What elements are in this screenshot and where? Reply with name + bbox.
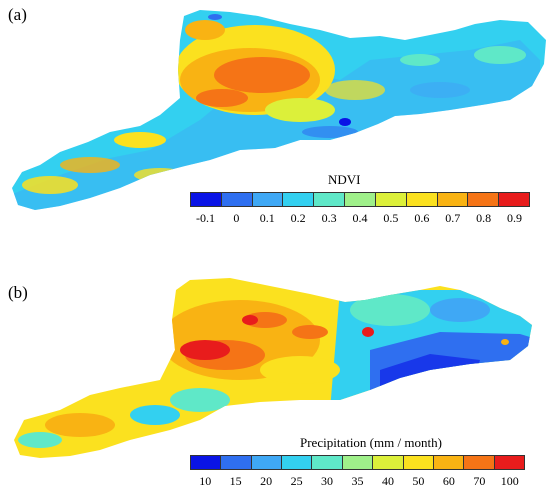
precipitation-swatch <box>342 456 374 469</box>
ndvi-swatch <box>191 193 222 206</box>
precipitation-map <box>14 278 532 458</box>
ndvi-tick-label: 0.6 <box>414 211 430 225</box>
precipitation-tick-label: 15 <box>229 474 242 488</box>
ndvi-tick-label: 0.7 <box>445 211 461 225</box>
ndvi-map-panel: (a) NDVI <box>0 0 550 250</box>
ndvi-swatch <box>468 193 500 206</box>
ndvi-tick-label: 0.9 <box>507 211 523 225</box>
precipitation-legend: Precipitation (mm / month) 10 15 20 25 30 35 4… <box>190 435 525 495</box>
ndvi-swatch <box>221 193 253 206</box>
precipitation-map-panel: (b) Precipi <box>0 250 550 501</box>
ndvi-tick-label: 0.8 <box>476 211 492 225</box>
ndvi-swatch <box>375 193 407 206</box>
ndvi-color-bar <box>190 192 530 207</box>
precipitation-swatch <box>494 456 524 469</box>
precipitation-tick-label: 50 <box>412 474 425 488</box>
ndvi-legend-title: NDVI <box>328 172 361 187</box>
precipitation-tick-label: 20 <box>260 474 273 488</box>
ndvi-tick-label: 0.1 <box>259 211 275 225</box>
precipitation-swatch <box>282 456 313 469</box>
precipitation-swatch <box>191 456 222 469</box>
ndvi-swatch <box>314 193 346 206</box>
ndvi-tick-label: 0 <box>233 211 240 225</box>
precipitation-tick-label: 30 <box>321 474 334 488</box>
precipitation-swatch <box>403 456 434 469</box>
ndvi-tick-labels: -0.1 0 0.1 0.2 0.3 0.4 0.5 0.6 0.7 0.8 0.9 <box>190 211 530 227</box>
precipitation-swatch <box>433 456 465 469</box>
precipitation-swatch <box>312 456 343 469</box>
precipitation-tick-label: 60 <box>442 474 455 488</box>
precipitation-color-bar <box>190 455 525 470</box>
panel-a-label: (a) <box>8 5 27 24</box>
precipitation-tick-label: 40 <box>381 474 394 488</box>
precipitation-tick-label: 25 <box>290 474 303 488</box>
ndvi-map <box>12 10 546 210</box>
ndvi-tick-label: 0.3 <box>321 211 337 225</box>
ndvi-swatch <box>252 193 284 206</box>
ndvi-tick-label: 0.4 <box>352 211 368 225</box>
precipitation-legend-title: Precipitation (mm / month) <box>300 435 442 450</box>
ndvi-swatch <box>437 193 469 206</box>
ndvi-tick-label: 0.5 <box>383 211 399 225</box>
precipitation-swatch <box>464 456 495 469</box>
ndvi-legend: NDVI -0.1 0 0.1 0.2 0.3 0.4 0.5 0.6 0.7 0.8 0.9 <box>190 172 530 232</box>
ndvi-tick-label: -0.1 <box>195 211 215 225</box>
precipitation-tick-labels: 10 15 20 25 30 35 40 50 60 70 100 <box>190 474 525 490</box>
ndvi-swatch <box>283 193 315 206</box>
precipitation-swatch <box>251 456 283 469</box>
precipitation-swatch <box>221 456 252 469</box>
ndvi-tick-label: 0.2 <box>290 211 306 225</box>
precipitation-tick-label: 70 <box>473 474 486 488</box>
ndvi-swatch <box>345 193 376 206</box>
ndvi-swatch <box>406 193 438 206</box>
precipitation-tick-label: 10 <box>199 474 212 488</box>
ndvi-swatch <box>499 193 529 206</box>
precipitation-swatch <box>373 456 404 469</box>
precipitation-tick-label: 35 <box>351 474 364 488</box>
panel-b-label: (b) <box>8 283 28 302</box>
precipitation-tick-label: 100 <box>500 474 519 488</box>
